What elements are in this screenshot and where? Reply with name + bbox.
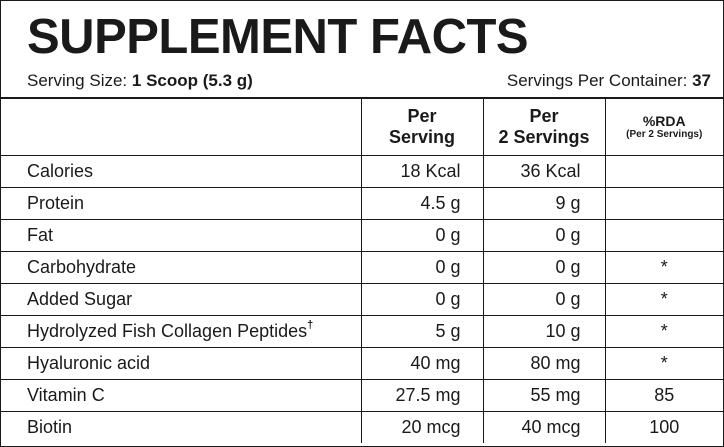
rda-value [604,187,723,220]
per-two-servings-value: 9 g [482,187,606,220]
per-two-servings-value: 55 mg [482,379,606,412]
serving-size-value: 1 Scoop (5.3 g) [131,71,253,90]
rda-value: 100 [604,411,723,443]
per-two-servings-value: 40 mcg [482,411,606,443]
table-row: Protein 4.5 g 9 g [1,187,723,220]
header-nutrient [1,97,362,156]
table-row: Carbohydrate 0 g 0 g * [1,251,723,284]
per-two-servings-value: 80 mg [482,347,606,380]
per-two-servings-value: 0 g [482,283,606,316]
serving-size-label: Serving Size: [27,71,132,90]
per-serving-value: 0 g [360,283,484,316]
per-serving-value: 27.5 mg [360,379,484,412]
per-serving-value: 18 Kcal [360,155,484,188]
per-serving-value: 0 g [360,219,484,252]
header-rda-line1: %RDA [642,112,686,129]
table-row: Vitamin C 27.5 mg 55 mg 85 [1,379,723,412]
header-per-serving: Per Serving [360,97,484,156]
nutrient-name: Carbohydrate [1,251,362,284]
per-two-servings-value: 0 g [482,219,606,252]
table-row: Calories 18 Kcal 36 Kcal [1,155,723,188]
nutrient-name: Vitamin C [1,379,362,412]
table-row: Biotin 20 mcg 40 mcg 100 [1,411,723,443]
header-per-two-servings: Per 2 Servings [482,97,606,156]
table-row: Fat 0 g 0 g [1,219,723,252]
panel-title: SUPPLEMENT FACTS [27,10,529,64]
header-rda: %RDA (Per 2 Servings) [604,97,723,156]
servings-per-container-value: 37 [692,71,711,90]
per-serving-value: 40 mg [360,347,484,380]
per-serving-value: 20 mcg [360,411,484,443]
header-per-serving-line1: Per [407,106,437,126]
servings-per-container-label: Servings Per Container: [506,71,693,90]
serving-size: Serving Size: 1 Scoop (5.3 g) [27,71,253,91]
nutrient-name: Biotin [1,411,362,443]
table-row: Hyaluronic acid 40 mg 80 mg * [1,347,723,380]
nutrient-name: Hydrolyzed Fish Collagen Peptides† [1,315,362,348]
nutrient-name: Protein [1,187,362,220]
per-serving-value: 0 g [360,251,484,284]
rda-value: * [604,251,723,284]
header-per-two-line2: 2 Servings [498,127,590,147]
per-two-servings-value: 10 g [482,315,606,348]
table-header-row: Per Serving Per 2 Servings %RDA (Per 2 S… [1,97,723,156]
per-serving-value: 5 g [360,315,484,348]
table-row: Added Sugar 0 g 0 g * [1,283,723,316]
servings-per-container: Servings Per Container: 37 [507,71,711,91]
nutrient-name: Calories [1,155,362,188]
rda-value: * [604,283,723,316]
serving-info: Serving Size: 1 Scoop (5.3 g) Servings P… [27,68,711,94]
per-two-servings-value: 36 Kcal [482,155,606,188]
nutrient-name: Fat [1,219,362,252]
header-rda-line2: (Per 2 Servings) [626,128,703,140]
table-row: Hydrolyzed Fish Collagen Peptides† 5 g 1… [1,315,723,348]
nutrient-name: Added Sugar [1,283,362,316]
nutrient-name: Hyaluronic acid [1,347,362,380]
rda-value: 85 [604,379,723,412]
per-two-servings-value: 0 g [482,251,606,284]
dagger-mark: † [307,319,314,331]
header-per-serving-line2: Serving [388,127,456,147]
per-serving-value: 4.5 g [360,187,484,220]
header-per-two-line1: Per [529,106,559,126]
rda-value: * [604,347,723,380]
rda-value: * [604,315,723,348]
rda-value [604,155,723,188]
facts-table: Per Serving Per 2 Servings %RDA (Per 2 S… [1,97,723,443]
rda-value [604,219,723,252]
